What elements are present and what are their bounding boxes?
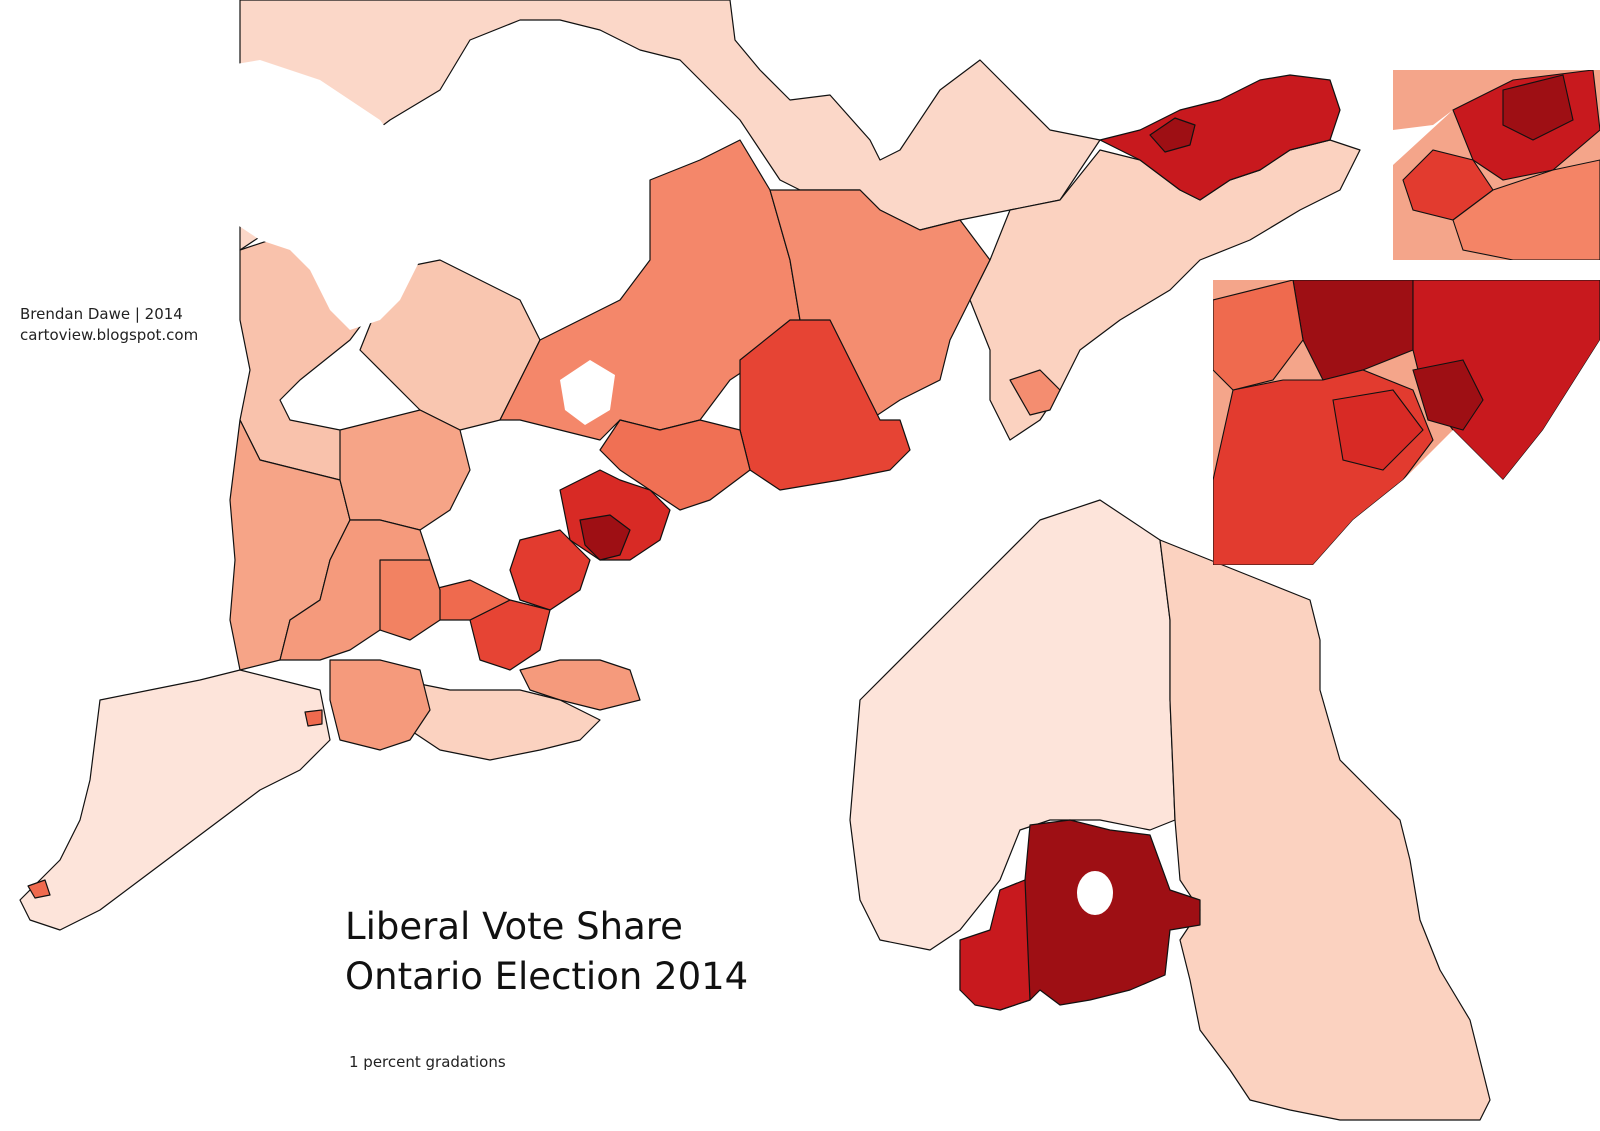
toronto-inset-map xyxy=(1213,280,1600,565)
district-toronto-core xyxy=(579,514,631,561)
toronto-inset-lake xyxy=(1313,340,1600,565)
district-peel xyxy=(509,529,591,611)
district-middlesex xyxy=(279,519,431,661)
ottawa-inset-river xyxy=(1393,110,1453,165)
water-bodies xyxy=(190,60,1370,1040)
ottawa-inset-district-2 xyxy=(1502,74,1574,141)
gradation-note: 1 percent gradations xyxy=(349,1053,506,1071)
toronto-inset xyxy=(1213,280,1600,565)
lake-nipigon xyxy=(1077,871,1113,915)
district-ottawa-core xyxy=(1149,117,1196,153)
district-ottawa-area xyxy=(1099,74,1341,201)
district-windsor xyxy=(27,879,51,899)
credit-author: Brendan Dawe | 2014 xyxy=(20,305,183,323)
toronto-inset-mid xyxy=(1332,389,1424,471)
credit-block: Brendan Dawe | 2014 cartoview.blogspot.c… xyxy=(20,304,198,346)
ottawa-inset-map xyxy=(1393,70,1600,260)
lake-erie xyxy=(235,740,820,1040)
toronto-inset-northwest xyxy=(1213,280,1304,391)
toronto-inset-core xyxy=(1412,359,1484,431)
district-kingston xyxy=(1009,369,1061,416)
district-waterloo xyxy=(379,559,441,641)
district-southwest xyxy=(19,669,331,931)
district-london-core xyxy=(304,709,323,727)
southern-ontario-region xyxy=(19,0,1361,931)
district-wellington xyxy=(339,409,471,531)
ottawa-inset-district-4 xyxy=(1452,159,1600,260)
district-kenora-south xyxy=(959,879,1031,1011)
district-northwest xyxy=(849,499,1176,951)
district-niagara xyxy=(519,659,641,711)
district-oxford xyxy=(329,659,431,751)
district-haldimand xyxy=(399,679,601,761)
district-kawartha xyxy=(739,319,911,491)
map-title: Liberal Vote Share Ontario Election 2014 xyxy=(345,902,748,1002)
map-title-line1: Liberal Vote Share xyxy=(345,905,683,948)
ottawa-inset xyxy=(1393,70,1600,260)
district-northeast xyxy=(1159,539,1491,1121)
credit-url: cartoview.blogspot.com xyxy=(20,326,199,344)
district-durham xyxy=(599,419,751,511)
georgian-bay xyxy=(190,60,430,330)
northern-ontario-inset xyxy=(849,499,1491,1121)
lake-simcoe xyxy=(560,360,615,425)
map-title-line2: Ontario Election 2014 xyxy=(345,955,749,998)
